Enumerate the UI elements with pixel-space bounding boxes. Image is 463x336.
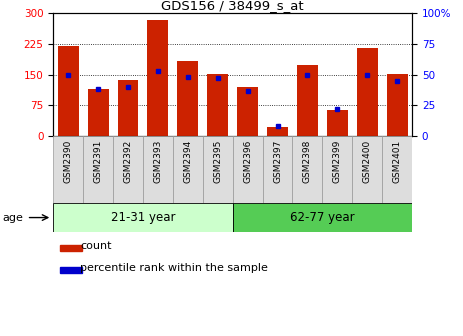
Text: 62-77 year: 62-77 year xyxy=(290,211,355,224)
Text: GSM2393: GSM2393 xyxy=(153,139,163,183)
Bar xyxy=(60,267,82,274)
Text: GSM2396: GSM2396 xyxy=(243,139,252,183)
Text: percentile rank within the sample: percentile rank within the sample xyxy=(80,263,268,272)
Bar xyxy=(237,87,258,136)
Text: GSM2394: GSM2394 xyxy=(183,139,192,183)
Text: GSM2395: GSM2395 xyxy=(213,139,222,183)
Bar xyxy=(357,48,378,136)
Text: count: count xyxy=(80,241,112,251)
Text: GSM2397: GSM2397 xyxy=(273,139,282,183)
Bar xyxy=(83,136,113,203)
Bar xyxy=(233,136,263,203)
Text: GSM2399: GSM2399 xyxy=(333,139,342,183)
Bar xyxy=(60,245,82,252)
Bar xyxy=(293,136,322,203)
Text: age: age xyxy=(3,213,24,222)
Text: GSM2398: GSM2398 xyxy=(303,139,312,183)
Bar xyxy=(177,61,198,136)
Bar xyxy=(143,136,173,203)
Bar xyxy=(113,136,143,203)
Bar xyxy=(173,136,203,203)
Bar xyxy=(267,127,288,136)
Text: GSM2392: GSM2392 xyxy=(124,139,132,183)
Bar xyxy=(207,74,228,136)
Bar xyxy=(327,110,348,136)
Bar xyxy=(53,203,232,232)
Bar xyxy=(203,136,233,203)
Bar xyxy=(382,136,412,203)
Text: GSM2390: GSM2390 xyxy=(64,139,73,183)
Text: GSM2401: GSM2401 xyxy=(393,139,401,183)
Bar xyxy=(352,136,382,203)
Bar xyxy=(387,74,407,136)
Bar xyxy=(147,20,169,136)
Bar xyxy=(88,89,108,136)
Text: 21-31 year: 21-31 year xyxy=(111,211,175,224)
Bar xyxy=(263,136,293,203)
Bar xyxy=(53,136,83,203)
Text: GSM2400: GSM2400 xyxy=(363,139,372,183)
Bar xyxy=(322,136,352,203)
Bar xyxy=(58,46,79,136)
Bar xyxy=(118,80,138,136)
Text: GSM2391: GSM2391 xyxy=(94,139,103,183)
Title: GDS156 / 38499_s_at: GDS156 / 38499_s_at xyxy=(161,0,304,12)
Bar xyxy=(297,65,318,136)
Bar xyxy=(233,203,412,232)
